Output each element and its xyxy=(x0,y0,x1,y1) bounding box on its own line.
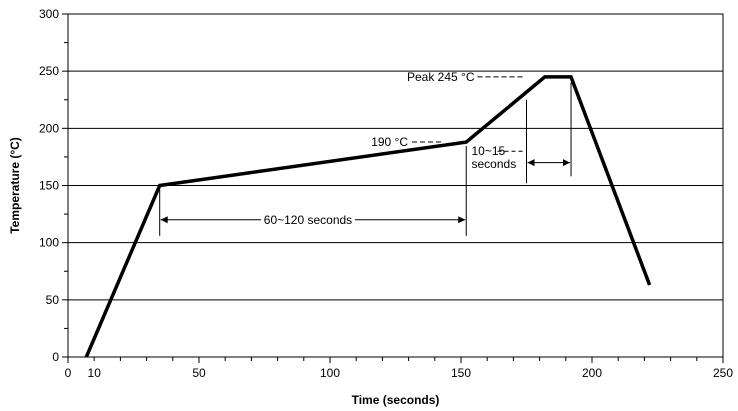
temp-190-label: 190 °C xyxy=(371,135,408,149)
dim-10-15-arrow-left xyxy=(527,159,535,167)
annotations: Peak 245 °C 190 °C 60~120 seconds 10~15seco… xyxy=(159,70,572,236)
peak-label: Peak 245 °C xyxy=(407,70,475,84)
y-tick-label-200: 200 xyxy=(39,121,59,135)
y-tick-label-300: 300 xyxy=(39,7,59,21)
gridlines xyxy=(68,70,723,301)
plot-frame xyxy=(67,13,724,358)
series-group xyxy=(84,75,652,358)
y-tick-label-150: 150 xyxy=(39,179,59,193)
x-tick-label-200: 200 xyxy=(582,366,602,380)
x-tick-label-250: 250 xyxy=(713,366,733,380)
y-tick-label-100: 100 xyxy=(39,236,59,250)
dim-10-15-label-line2: seconds xyxy=(472,157,517,171)
y-axis-title: Temperature (°C) xyxy=(8,137,22,234)
x-tick-label-10: 10 xyxy=(88,366,102,380)
y-tick-label-250: 250 xyxy=(39,64,59,78)
x-tick-label-50: 50 xyxy=(192,366,206,380)
minor-ticks xyxy=(62,13,724,363)
y-tick-labels: 0 50 100 150 200 250 300 xyxy=(39,7,59,364)
x-axis-title: Time (seconds) xyxy=(352,393,440,407)
dim-60-120-arrow-left xyxy=(160,216,168,224)
dim-60-120-arrow-right xyxy=(458,216,466,224)
x-tick-label-0: 0 xyxy=(65,366,72,380)
dim-10-15-label-line1: 10~15 xyxy=(472,144,506,158)
dim-10-15-arrow-right xyxy=(563,159,571,167)
y-tick-label-0: 0 xyxy=(52,350,59,364)
series-line-0 xyxy=(84,75,652,358)
x-tick-labels: 0 10 50 100 150 200 250 xyxy=(65,366,734,380)
dim-60-120-label: 60~120 seconds xyxy=(264,213,352,227)
x-tick-label-150: 150 xyxy=(451,366,471,380)
x-tick-label-100: 100 xyxy=(320,366,340,380)
y-tick-label-50: 50 xyxy=(46,293,60,307)
